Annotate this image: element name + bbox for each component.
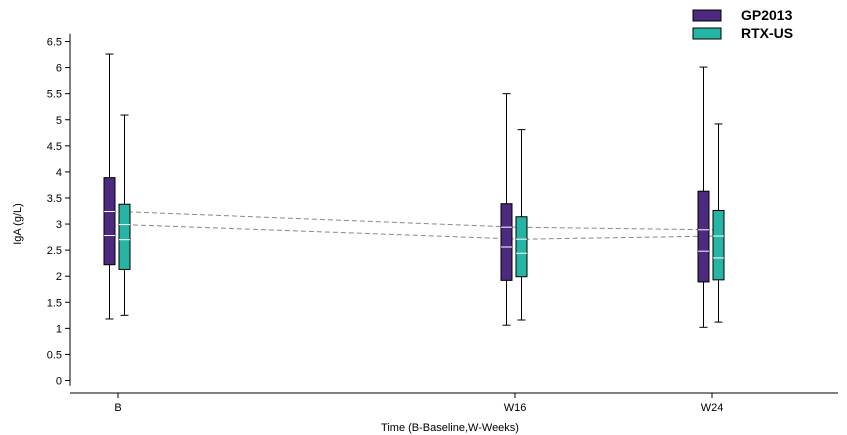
y-tick-label: 0 [56, 376, 62, 388]
y-axis: 0 0.5 1 1.5 2 2.5 3 3.5 4 4.5 5 5.5 6 6.5 [47, 34, 70, 388]
x-tick-label: W24 [701, 402, 724, 414]
box-series [104, 54, 724, 327]
y-tick-label: 6 [56, 63, 62, 75]
y-tick-label: 4 [56, 167, 62, 179]
box-rtx-us-w16 [516, 130, 527, 320]
y-tick-label: 3.5 [47, 193, 62, 205]
y-tick-label: 1.5 [47, 297, 62, 309]
legend-label-rtx-us: RTX-US [741, 25, 793, 41]
x-axis-label: Time (B-Baseline,W-Weeks) [381, 422, 519, 434]
box-rtx-us-w24 [713, 124, 724, 322]
legend: GP2013 RTX-US [693, 7, 793, 41]
x-tick-label: B [114, 402, 121, 414]
mean-line-gp2013 [120, 212, 714, 230]
legend-swatch-gp2013 [693, 10, 721, 21]
box-body [698, 191, 709, 282]
y-axis-label: IgA (g/L) [12, 203, 24, 245]
box-gp2013-b [104, 54, 115, 319]
y-tick-label: 1 [56, 323, 62, 335]
legend-swatch-rtx-us [693, 28, 721, 39]
box-body [501, 204, 512, 281]
y-tick-label: 5 [56, 115, 62, 127]
y-tick-label: 4.5 [47, 141, 62, 153]
legend-label-gp2013: GP2013 [741, 7, 793, 23]
y-tick-label: 0.5 [47, 349, 62, 361]
y-tick-label: 5.5 [47, 89, 62, 101]
mean-lines [120, 212, 719, 240]
box-rtx-us-b [119, 115, 130, 315]
box-body [516, 217, 527, 277]
mean-line-rtx-us [125, 225, 719, 240]
box-body [713, 210, 724, 279]
box-body [119, 204, 130, 269]
y-tick-label: 3 [56, 219, 62, 231]
y-tick-label: 2 [56, 271, 62, 283]
box-gp2013-w24 [698, 67, 709, 327]
box-gp2013-w16 [501, 94, 512, 326]
x-axis: B W16 W24 [70, 393, 838, 414]
y-tick-label: 2.5 [47, 245, 62, 257]
y-tick-label: 6.5 [47, 37, 62, 49]
x-tick-label: W16 [504, 402, 527, 414]
box-body [104, 178, 115, 265]
